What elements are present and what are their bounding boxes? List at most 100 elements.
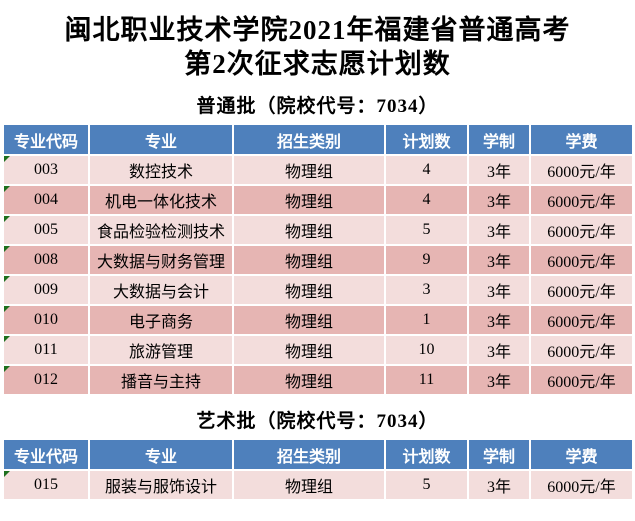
cell-enrollment-category: 物理组 [234, 246, 384, 274]
cell-plan-count: 11 [386, 366, 467, 394]
section-heading-general-batch: 普通批（院校代号：7034） [196, 96, 439, 117]
table-header-row: 专业代码 专业 招生类别 计划数 学制 学费 [4, 125, 632, 154]
cell-plan-count: 5 [386, 216, 467, 244]
column-header-study-duration: 学制 [469, 440, 529, 469]
cell-study-duration: 3年 [469, 366, 529, 394]
cell-tuition: 6000元/年 [531, 216, 632, 244]
cell-major-code: 015 [4, 471, 88, 499]
cell-major-code: 005 [4, 216, 88, 244]
column-header-enrollment-category: 招生类别 [234, 440, 384, 469]
cell-enrollment-category: 物理组 [234, 336, 384, 364]
table-row: 009 大数据与会计 物理组 3 3年 6000元/年 [4, 276, 632, 304]
table-row: 012 播音与主持 物理组 11 3年 6000元/年 [4, 366, 632, 394]
error-indicator-icon [4, 186, 10, 192]
major-code-text: 009 [34, 281, 58, 298]
major-code-text: 012 [34, 371, 58, 388]
cell-study-duration: 3年 [469, 471, 529, 499]
column-header-study-duration: 学制 [469, 125, 529, 154]
cell-plan-count: 4 [386, 156, 467, 184]
table-row: 004 机电一体化技术 物理组 4 3年 6000元/年 [4, 186, 632, 214]
document-page: 闽北职业技术学院2021年福建省普通高考 第2次征求志愿计划数 普通批（院校代号… [0, 13, 635, 501]
cell-study-duration: 3年 [469, 156, 529, 184]
table-row: 005 食品检验检测技术 物理组 5 3年 6000元/年 [4, 216, 632, 244]
cell-plan-count: 1 [386, 306, 467, 334]
cell-plan-count: 9 [386, 246, 467, 274]
table-row: 010 电子商务 物理组 1 3年 6000元/年 [4, 306, 632, 334]
cell-major: 旅游管理 [90, 336, 232, 364]
major-code-text: 010 [34, 311, 58, 328]
cell-plan-count: 10 [386, 336, 467, 364]
cell-enrollment-category: 物理组 [234, 276, 384, 304]
column-header-enrollment-category: 招生类别 [234, 125, 384, 154]
cell-study-duration: 3年 [469, 306, 529, 334]
page-title: 闽北职业技术学院2021年福建省普通高考 第2次征求志愿计划数 [6, 13, 629, 81]
cell-study-duration: 3年 [469, 336, 529, 364]
column-header-plan-count: 计划数 [386, 440, 467, 469]
cell-major: 食品检验检测技术 [90, 216, 232, 244]
cell-tuition: 6000元/年 [531, 246, 632, 274]
cell-plan-count: 5 [386, 471, 467, 499]
error-indicator-icon [4, 471, 10, 477]
cell-major: 播音与主持 [90, 366, 232, 394]
cell-tuition: 6000元/年 [531, 156, 632, 184]
table-row: 008 大数据与财务管理 物理组 9 3年 6000元/年 [4, 246, 632, 274]
major-code-text: 015 [34, 476, 58, 493]
column-header-major: 专业 [90, 440, 232, 469]
cell-major-code: 003 [4, 156, 88, 184]
table-row: 015 服装与服饰设计 物理组 5 3年 6000元/年 [4, 471, 632, 499]
cell-enrollment-category: 物理组 [234, 186, 384, 214]
page-title-line1: 闽北职业技术学院2021年福建省普通高考 [64, 15, 571, 45]
cell-major: 电子商务 [90, 306, 232, 334]
cell-tuition: 6000元/年 [531, 276, 632, 304]
page-title-line2: 第2次征求志愿计划数 [184, 49, 451, 79]
major-code-text: 011 [34, 341, 58, 358]
major-code-text: 008 [34, 251, 58, 268]
error-indicator-icon [4, 306, 10, 312]
error-indicator-icon [4, 336, 10, 342]
cell-enrollment-category: 物理组 [234, 156, 384, 184]
cell-major: 大数据与会计 [90, 276, 232, 304]
column-header-major-code: 专业代码 [4, 440, 88, 469]
error-indicator-icon [4, 366, 10, 372]
column-header-major-code: 专业代码 [4, 125, 88, 154]
cell-major: 数控技术 [90, 156, 232, 184]
cell-plan-count: 4 [386, 186, 467, 214]
error-indicator-icon [4, 276, 10, 282]
error-indicator-icon [4, 216, 10, 222]
cell-tuition: 6000元/年 [531, 306, 632, 334]
table-row: 003 数控技术 物理组 4 3年 6000元/年 [4, 156, 632, 184]
cell-major-code: 010 [4, 306, 88, 334]
cell-enrollment-category: 物理组 [234, 366, 384, 394]
error-indicator-icon [4, 156, 10, 162]
column-header-tuition: 学费 [531, 440, 632, 469]
cell-major-code: 008 [4, 246, 88, 274]
major-code-text: 003 [34, 161, 58, 178]
section-heading-art-batch: 艺术批（院校代号：7034） [196, 411, 439, 432]
table-header-row: 专业代码 专业 招生类别 计划数 学制 学费 [4, 440, 632, 469]
cell-major-code: 009 [4, 276, 88, 304]
cell-major: 机电一体化技术 [90, 186, 232, 214]
general-batch-table: 专业代码 专业 招生类别 计划数 学制 学费 003 数控技术 物理组 4 3年… [2, 123, 634, 396]
cell-study-duration: 3年 [469, 276, 529, 304]
cell-major-code: 011 [4, 336, 88, 364]
error-indicator-icon [4, 246, 10, 252]
cell-enrollment-category: 物理组 [234, 216, 384, 244]
cell-tuition: 6000元/年 [531, 336, 632, 364]
cell-tuition: 6000元/年 [531, 471, 632, 499]
table-row: 011 旅游管理 物理组 10 3年 6000元/年 [4, 336, 632, 364]
column-header-plan-count: 计划数 [386, 125, 467, 154]
major-code-text: 005 [34, 221, 58, 238]
cell-tuition: 6000元/年 [531, 366, 632, 394]
cell-tuition: 6000元/年 [531, 186, 632, 214]
major-code-text: 004 [34, 191, 58, 208]
cell-study-duration: 3年 [469, 186, 529, 214]
cell-enrollment-category: 物理组 [234, 471, 384, 499]
column-header-major: 专业 [90, 125, 232, 154]
cell-major-code: 012 [4, 366, 88, 394]
cell-major: 大数据与财务管理 [90, 246, 232, 274]
column-header-tuition: 学费 [531, 125, 632, 154]
cell-enrollment-category: 物理组 [234, 306, 384, 334]
cell-study-duration: 3年 [469, 246, 529, 274]
cell-plan-count: 3 [386, 276, 467, 304]
art-batch-table: 专业代码 专业 招生类别 计划数 学制 学费 015 服装与服饰设计 物理组 5… [2, 438, 634, 501]
